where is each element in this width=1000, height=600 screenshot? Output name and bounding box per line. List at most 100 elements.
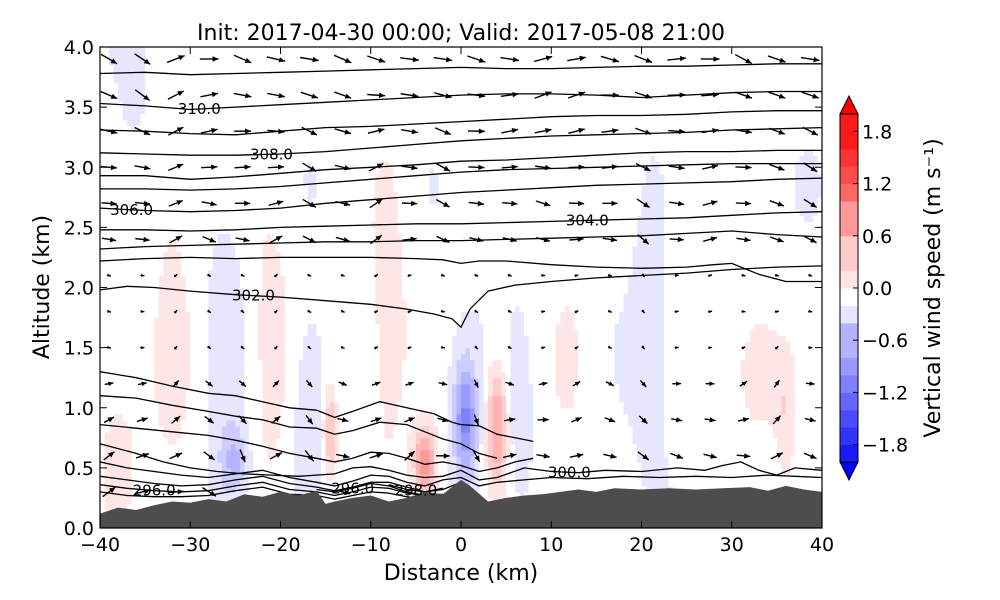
wind-cell (217, 401, 223, 409)
wind-cell (104, 293, 110, 301)
wind-cell (190, 203, 196, 210)
wind-cell (343, 491, 349, 499)
wind-cell (348, 89, 354, 96)
wind-cell (176, 77, 182, 84)
wind-cell (343, 191, 349, 198)
wind-cell (163, 479, 169, 487)
wind-cell (176, 485, 182, 493)
wind-cell (239, 371, 245, 379)
wind-cell (127, 113, 133, 120)
wind-cell (122, 275, 128, 283)
wind-cell (176, 203, 182, 210)
wind-cell (127, 341, 133, 349)
wind-cell (154, 311, 160, 319)
wind-cell (190, 47, 196, 54)
wind-cell (253, 95, 259, 102)
wind-cell (357, 257, 363, 265)
wind-cell (154, 485, 160, 493)
wind-cell (379, 341, 385, 349)
wind-cell (361, 113, 367, 120)
wind-cell (136, 113, 142, 120)
wind-cell (181, 467, 187, 475)
wind-cell (348, 413, 354, 421)
wind-cell (257, 269, 264, 277)
wind-cell (122, 365, 128, 373)
wind-cell (163, 113, 169, 120)
wind-cell (248, 263, 255, 271)
wind-cell (199, 317, 205, 325)
wind-cell (244, 65, 250, 72)
wind-cell (257, 353, 264, 361)
wind-cell (280, 173, 286, 180)
wind-cell (262, 377, 268, 385)
wind-cell (280, 155, 286, 162)
wind-cell (167, 293, 173, 301)
wind-cell (140, 443, 146, 451)
wind-cell (136, 341, 142, 349)
wind-cell (370, 275, 376, 283)
wind-cell (294, 287, 300, 295)
wind-cell (262, 215, 268, 222)
wind-cell (149, 191, 155, 198)
wind-cell (167, 329, 173, 337)
wind-cell (136, 209, 142, 216)
wind-cell (122, 503, 128, 511)
wind-cell (167, 203, 173, 210)
wind-cell (212, 125, 218, 132)
wind-cell (131, 323, 137, 331)
wind-cell (167, 53, 173, 60)
wind-cell (131, 89, 137, 96)
wind-cell (131, 473, 137, 481)
wind-cell (181, 317, 187, 325)
wind-cell (339, 77, 345, 84)
wind-cell (339, 329, 345, 337)
wind-cell (379, 389, 385, 397)
wind-cell (266, 425, 273, 433)
wind-cell (176, 263, 182, 271)
wind-cell (118, 173, 124, 180)
wind-cell (321, 269, 327, 277)
wind-cell (334, 449, 340, 457)
wind-cell (185, 467, 191, 475)
wind-cell (271, 299, 277, 307)
wind-cell (127, 299, 133, 307)
wind-cell (221, 275, 227, 283)
wind-cell (104, 341, 110, 349)
wind-cell (127, 209, 133, 216)
wind-cell (321, 209, 327, 216)
wind-cell (348, 161, 354, 168)
wind-cell (100, 347, 106, 355)
wind-cell (253, 431, 259, 439)
wind-cell (316, 209, 322, 216)
wind-cell (176, 437, 182, 445)
wind-cell (203, 191, 209, 198)
wind-cell (217, 143, 223, 150)
wind-cell (289, 443, 295, 451)
wind-cell (208, 425, 214, 433)
wind-cell (158, 113, 164, 120)
wind-cell (248, 299, 255, 307)
wind-cell (330, 479, 336, 487)
wind-cell (167, 173, 173, 180)
wind-cell (375, 353, 381, 361)
wind-cell (271, 275, 277, 283)
wind-cell (199, 335, 205, 343)
wind-cell (199, 161, 205, 168)
wind-cell (172, 395, 178, 403)
wind-cell (176, 101, 182, 108)
wind-cell (199, 263, 205, 271)
wind-cell (221, 437, 227, 445)
wind-cell (176, 407, 182, 415)
wind-cell (122, 485, 128, 493)
wind-cell (194, 245, 200, 253)
wind-cell (352, 401, 358, 409)
wind-cell (118, 71, 124, 78)
wind-cell (230, 479, 236, 487)
wind-cell (199, 173, 205, 180)
wind-cell (343, 347, 349, 355)
wind-cell (248, 305, 255, 313)
wind-cell (361, 95, 367, 102)
wind-cell (194, 395, 200, 403)
wind-cell (217, 455, 223, 463)
wind-cell (379, 473, 385, 481)
